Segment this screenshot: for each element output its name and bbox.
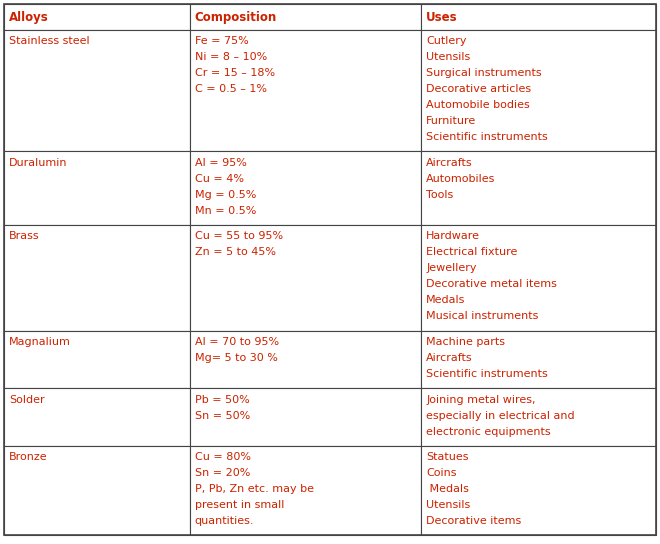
Text: especially in electrical and: especially in electrical and bbox=[426, 411, 575, 421]
Text: Cr = 15 – 18%: Cr = 15 – 18% bbox=[195, 68, 275, 78]
Bar bbox=[421, 388, 656, 446]
Text: Aircrafts: Aircrafts bbox=[426, 353, 473, 363]
Text: Coins: Coins bbox=[426, 468, 457, 478]
Text: Brass: Brass bbox=[9, 231, 40, 242]
Bar bbox=[190, 446, 421, 535]
Text: Joining metal wires,: Joining metal wires, bbox=[426, 394, 536, 405]
Bar bbox=[421, 446, 656, 535]
Bar bbox=[190, 331, 421, 388]
Text: Statues: Statues bbox=[426, 452, 469, 462]
Text: Furniture: Furniture bbox=[426, 116, 477, 126]
Text: Mg = 0.5%: Mg = 0.5% bbox=[195, 190, 256, 200]
Bar bbox=[190, 4, 421, 30]
Text: Automobile bodies: Automobile bodies bbox=[426, 100, 530, 110]
Bar bbox=[4, 331, 190, 388]
Text: Cutlery: Cutlery bbox=[426, 36, 467, 46]
Bar bbox=[421, 4, 656, 30]
Text: Composition: Composition bbox=[195, 11, 277, 23]
Text: Pb = 50%: Pb = 50% bbox=[195, 394, 249, 405]
Text: Jewellery: Jewellery bbox=[426, 263, 477, 274]
Text: Aircrafts: Aircrafts bbox=[426, 158, 473, 168]
Text: Zn = 5 to 45%: Zn = 5 to 45% bbox=[195, 248, 276, 257]
Bar bbox=[4, 446, 190, 535]
Bar bbox=[4, 30, 190, 151]
Bar bbox=[4, 388, 190, 446]
Text: Uses: Uses bbox=[426, 11, 458, 23]
Text: Scientific instruments: Scientific instruments bbox=[426, 132, 548, 142]
Bar bbox=[190, 30, 421, 151]
Text: Alloys: Alloys bbox=[9, 11, 49, 23]
Text: Utensils: Utensils bbox=[426, 52, 471, 63]
Text: Decorative items: Decorative items bbox=[426, 516, 521, 526]
Text: C = 0.5 – 1%: C = 0.5 – 1% bbox=[195, 84, 267, 94]
Bar bbox=[421, 30, 656, 151]
Text: Cu = 80%: Cu = 80% bbox=[195, 452, 251, 462]
Text: Tools: Tools bbox=[426, 190, 453, 200]
Text: Hardware: Hardware bbox=[426, 231, 480, 242]
Text: Mg= 5 to 30 %: Mg= 5 to 30 % bbox=[195, 353, 278, 363]
Text: Al = 95%: Al = 95% bbox=[195, 158, 247, 168]
Bar bbox=[4, 151, 190, 225]
Text: Duralumin: Duralumin bbox=[9, 158, 67, 168]
Text: Bronze: Bronze bbox=[9, 452, 48, 462]
Text: Musical instruments: Musical instruments bbox=[426, 311, 539, 322]
Text: Magnalium: Magnalium bbox=[9, 337, 71, 347]
Text: Electrical fixture: Electrical fixture bbox=[426, 248, 517, 257]
Text: Mn = 0.5%: Mn = 0.5% bbox=[195, 206, 256, 216]
Text: Medals: Medals bbox=[426, 295, 465, 305]
Bar bbox=[190, 388, 421, 446]
Text: Automobiles: Automobiles bbox=[426, 174, 496, 184]
Text: Ni = 8 – 10%: Ni = 8 – 10% bbox=[195, 52, 267, 63]
Text: Stainless steel: Stainless steel bbox=[9, 36, 90, 46]
Text: Cu = 55 to 95%: Cu = 55 to 95% bbox=[195, 231, 283, 242]
Bar bbox=[421, 225, 656, 331]
Text: Machine parts: Machine parts bbox=[426, 337, 505, 347]
Text: Solder: Solder bbox=[9, 394, 45, 405]
Bar bbox=[4, 225, 190, 331]
Text: quantities.: quantities. bbox=[195, 516, 254, 526]
Bar bbox=[4, 4, 190, 30]
Text: Cu = 4%: Cu = 4% bbox=[195, 174, 244, 184]
Text: electronic equipments: electronic equipments bbox=[426, 426, 550, 437]
Text: Decorative metal items: Decorative metal items bbox=[426, 280, 557, 289]
Text: P, Pb, Zn etc. may be: P, Pb, Zn etc. may be bbox=[195, 484, 314, 494]
Bar bbox=[190, 151, 421, 225]
Text: Fe = 75%: Fe = 75% bbox=[195, 36, 249, 46]
Text: Medals: Medals bbox=[426, 484, 469, 494]
Text: Al = 70 to 95%: Al = 70 to 95% bbox=[195, 337, 279, 347]
Bar bbox=[421, 151, 656, 225]
Bar bbox=[421, 331, 656, 388]
Text: present in small: present in small bbox=[195, 500, 284, 510]
Text: Utensils: Utensils bbox=[426, 500, 471, 510]
Text: Sn = 20%: Sn = 20% bbox=[195, 468, 250, 478]
Text: Decorative articles: Decorative articles bbox=[426, 84, 531, 94]
Bar bbox=[190, 225, 421, 331]
Text: Scientific instruments: Scientific instruments bbox=[426, 369, 548, 379]
Text: Surgical instruments: Surgical instruments bbox=[426, 68, 542, 78]
Text: Sn = 50%: Sn = 50% bbox=[195, 411, 250, 421]
